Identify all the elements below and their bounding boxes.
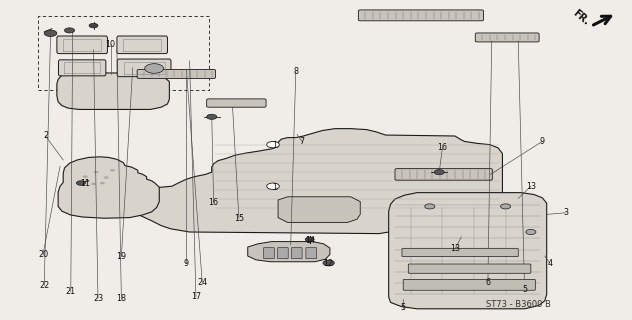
Text: 21: 21	[66, 287, 76, 296]
Polygon shape	[117, 36, 167, 53]
FancyBboxPatch shape	[264, 248, 274, 259]
Text: 10: 10	[106, 40, 116, 49]
Text: 24: 24	[197, 278, 207, 287]
FancyBboxPatch shape	[402, 248, 518, 257]
Text: 19: 19	[116, 252, 126, 261]
Polygon shape	[58, 157, 159, 218]
FancyBboxPatch shape	[207, 99, 266, 107]
FancyBboxPatch shape	[277, 248, 288, 259]
Circle shape	[267, 183, 279, 189]
Polygon shape	[57, 73, 169, 109]
Text: 6: 6	[485, 278, 490, 287]
Text: 17: 17	[191, 292, 201, 301]
Circle shape	[110, 169, 115, 172]
Text: 13: 13	[526, 182, 536, 191]
Text: 12: 12	[324, 260, 334, 268]
Circle shape	[104, 176, 109, 179]
Polygon shape	[248, 242, 330, 262]
Text: 20: 20	[38, 250, 48, 259]
Polygon shape	[57, 36, 107, 53]
Text: 8: 8	[293, 68, 298, 76]
Text: 1: 1	[272, 141, 277, 150]
Circle shape	[44, 30, 57, 36]
Circle shape	[267, 141, 279, 148]
Text: 16: 16	[209, 198, 219, 207]
FancyBboxPatch shape	[291, 248, 302, 259]
Text: 5: 5	[522, 285, 527, 294]
Circle shape	[526, 229, 536, 235]
Polygon shape	[389, 193, 547, 309]
Circle shape	[434, 170, 444, 175]
Text: 5: 5	[401, 303, 406, 312]
Polygon shape	[138, 129, 502, 234]
Polygon shape	[278, 197, 360, 222]
Text: 13: 13	[450, 244, 460, 253]
Text: 1: 1	[272, 183, 277, 192]
Circle shape	[305, 237, 314, 242]
Text: 7: 7	[300, 137, 305, 146]
FancyBboxPatch shape	[358, 10, 483, 21]
Circle shape	[425, 204, 435, 209]
Text: 4: 4	[547, 259, 552, 268]
Text: 11: 11	[80, 179, 90, 188]
Text: 2: 2	[43, 132, 48, 140]
Text: 9: 9	[184, 259, 189, 268]
Circle shape	[501, 204, 511, 209]
Text: 22: 22	[39, 281, 49, 290]
Circle shape	[76, 181, 85, 185]
Text: 9: 9	[540, 137, 545, 146]
Text: 18: 18	[116, 294, 126, 303]
FancyBboxPatch shape	[395, 169, 492, 180]
Circle shape	[323, 260, 334, 266]
FancyBboxPatch shape	[475, 33, 539, 42]
Text: 15: 15	[234, 214, 244, 223]
Circle shape	[94, 171, 99, 173]
Polygon shape	[118, 59, 171, 76]
FancyBboxPatch shape	[137, 69, 216, 78]
Text: 16: 16	[437, 143, 447, 152]
Circle shape	[145, 64, 164, 73]
Circle shape	[100, 182, 105, 184]
Polygon shape	[58, 60, 106, 76]
Circle shape	[83, 175, 88, 178]
Circle shape	[207, 114, 217, 119]
Text: 23: 23	[93, 294, 103, 303]
Text: FR.: FR.	[571, 8, 592, 27]
Circle shape	[89, 23, 98, 28]
Text: 3: 3	[563, 208, 568, 217]
FancyBboxPatch shape	[403, 279, 535, 290]
Text: 14: 14	[305, 236, 315, 245]
Text: ST73 - B3600 B: ST73 - B3600 B	[486, 300, 550, 309]
Circle shape	[91, 183, 96, 185]
FancyBboxPatch shape	[408, 264, 531, 273]
Circle shape	[64, 28, 75, 33]
FancyBboxPatch shape	[306, 248, 317, 259]
